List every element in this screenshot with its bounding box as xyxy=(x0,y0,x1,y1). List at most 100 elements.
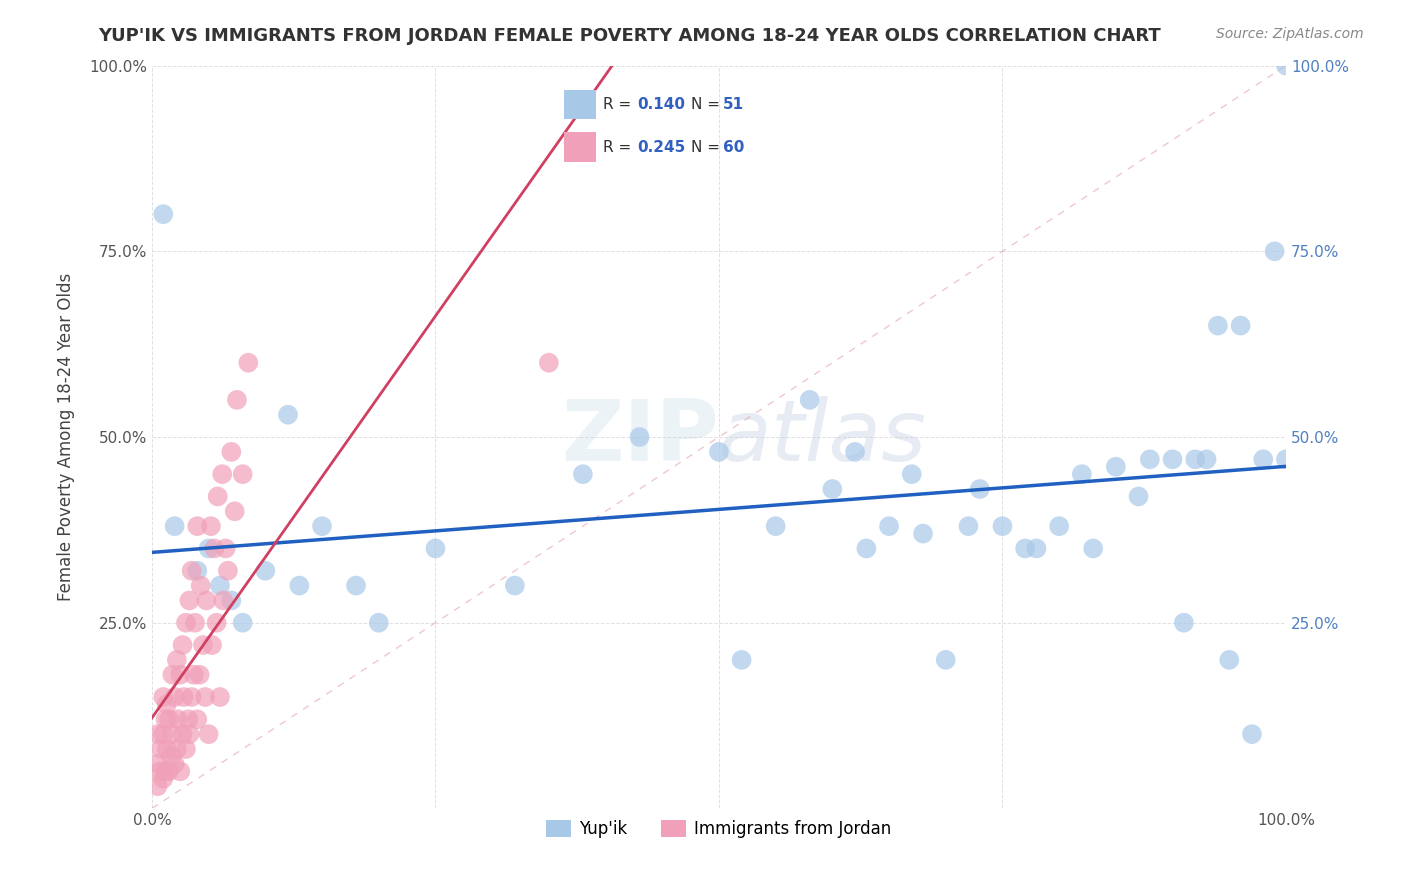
Text: Source: ZipAtlas.com: Source: ZipAtlas.com xyxy=(1216,27,1364,41)
Point xyxy=(156,742,179,756)
Point xyxy=(1240,727,1263,741)
Text: atlas: atlas xyxy=(718,395,927,478)
Point xyxy=(163,756,186,771)
Point xyxy=(174,742,197,756)
Point xyxy=(200,519,222,533)
Point xyxy=(288,578,311,592)
Point xyxy=(197,541,219,556)
Point xyxy=(149,764,172,779)
Point xyxy=(730,653,752,667)
Point xyxy=(179,727,201,741)
Point xyxy=(900,467,922,482)
Point xyxy=(991,519,1014,533)
Point xyxy=(183,667,205,681)
Point xyxy=(195,593,218,607)
Point xyxy=(202,541,225,556)
Point xyxy=(180,690,202,704)
Point xyxy=(957,519,980,533)
Point xyxy=(224,504,246,518)
Point xyxy=(1264,244,1286,259)
Point xyxy=(190,578,212,592)
Point xyxy=(221,593,243,607)
Point xyxy=(765,519,787,533)
Point xyxy=(167,712,190,726)
Point xyxy=(146,779,169,793)
Point xyxy=(157,712,180,726)
Point xyxy=(150,742,173,756)
Point xyxy=(1083,541,1105,556)
Point xyxy=(912,526,935,541)
Point xyxy=(214,541,236,556)
Point xyxy=(1251,452,1274,467)
Point xyxy=(821,482,844,496)
Point xyxy=(844,445,866,459)
Point xyxy=(1184,452,1206,467)
Point xyxy=(191,638,214,652)
Point xyxy=(169,764,191,779)
Point xyxy=(160,749,183,764)
Text: YUP'IK VS IMMIGRANTS FROM JORDAN FEMALE POVERTY AMONG 18-24 YEAR OLDS CORRELATIO: YUP'IK VS IMMIGRANTS FROM JORDAN FEMALE … xyxy=(98,27,1161,45)
Text: ZIP: ZIP xyxy=(561,395,718,478)
Point xyxy=(146,727,169,741)
Point xyxy=(169,667,191,681)
Point xyxy=(1229,318,1251,333)
Point xyxy=(1025,541,1047,556)
Point xyxy=(180,564,202,578)
Point xyxy=(186,564,208,578)
Point xyxy=(172,638,194,652)
Point xyxy=(1014,541,1036,556)
Point xyxy=(174,615,197,630)
Point xyxy=(208,578,231,592)
Point xyxy=(197,727,219,741)
Point xyxy=(311,519,333,533)
Point xyxy=(194,690,217,704)
Point xyxy=(157,764,180,779)
Point xyxy=(503,578,526,592)
Point xyxy=(184,615,207,630)
Point xyxy=(799,392,821,407)
Point xyxy=(935,653,957,667)
Point xyxy=(205,615,228,630)
Point xyxy=(425,541,447,556)
Point xyxy=(155,712,177,726)
Point xyxy=(1139,452,1161,467)
Point xyxy=(1275,452,1298,467)
Point xyxy=(173,690,195,704)
Point xyxy=(163,519,186,533)
Point xyxy=(163,690,186,704)
Point xyxy=(156,698,179,712)
Point xyxy=(186,712,208,726)
Point xyxy=(188,667,211,681)
Point xyxy=(186,519,208,533)
Point xyxy=(1070,467,1092,482)
Y-axis label: Female Poverty Among 18-24 Year Olds: Female Poverty Among 18-24 Year Olds xyxy=(58,273,75,601)
Point xyxy=(212,593,235,607)
Point xyxy=(162,727,184,741)
Point xyxy=(1218,653,1240,667)
Point xyxy=(1275,59,1298,73)
Point xyxy=(1206,318,1229,333)
Point xyxy=(877,519,900,533)
Point xyxy=(172,727,194,741)
Point xyxy=(208,690,231,704)
Point xyxy=(211,467,233,482)
Point xyxy=(155,764,177,779)
Point xyxy=(254,564,277,578)
Point xyxy=(162,667,184,681)
Point xyxy=(1105,459,1128,474)
Point xyxy=(1173,615,1195,630)
Point xyxy=(166,653,188,667)
Point xyxy=(1195,452,1218,467)
Point xyxy=(1128,490,1150,504)
Point xyxy=(207,490,229,504)
Point xyxy=(201,638,224,652)
Legend: Yup'ik, Immigrants from Jordan: Yup'ik, Immigrants from Jordan xyxy=(540,814,898,845)
Point xyxy=(152,727,174,741)
Point xyxy=(221,445,243,459)
Point xyxy=(152,690,174,704)
Point xyxy=(1161,452,1184,467)
Point xyxy=(277,408,299,422)
Point xyxy=(179,593,201,607)
Point xyxy=(146,756,169,771)
Point xyxy=(969,482,991,496)
